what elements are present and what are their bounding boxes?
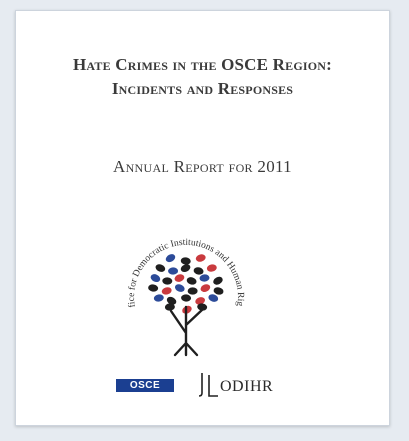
emblem-figure-mark [150,274,161,283]
odihr-mark-icon [198,373,218,397]
emblem-figure-mark [161,287,172,295]
emblem-figure-mark [195,297,206,305]
report-title-line-2: Incidents and Responses [111,79,294,98]
emblem-figure-mark [155,264,166,272]
emblem-figure-mark [166,296,177,305]
emblem-figure-mark [174,284,185,292]
odihr-emblem-logo: Office for Democratic Institutions and H… [111,215,245,357]
report-title: Hate Crimes in the OSCE Region: Incident… [16,53,389,101]
emblem-figure-mark [180,264,191,272]
emblem-figure-mark [165,254,176,263]
emblem-tree-marks [148,254,224,314]
emblem-figure-mark [195,254,206,262]
emblem-arc-text: Office for Democratic Institutions and H… [111,215,245,308]
emblem-figure-mark [187,287,198,295]
emblem-figure-mark [197,303,208,311]
emblem-figure-mark [206,264,217,272]
emblem-tree-trunk [169,305,205,357]
emblem-figure-mark [181,294,192,302]
emblem-figure-mark [208,294,219,302]
emblem-figure-mark [162,277,173,285]
emblem-figure-mark [174,274,185,282]
emblem-figure-mark [180,257,191,265]
osce-logo: OSCE [116,379,174,392]
report-subtitle: Annual Report for 2011 [113,157,292,176]
emblem-figure-mark [213,276,223,285]
emblem-figure-mark [200,284,211,292]
logo-bar: OSCE ODIHR [116,373,306,399]
emblem-figure-mark [148,284,159,292]
emblem-arc-text-path: Office for Democratic Institutions and H… [111,215,245,308]
emblem-figure-mark [168,267,179,275]
emblem-figure-mark [193,267,204,275]
report-title-line-1: Hate Crimes in the OSCE Region: [73,55,332,74]
emblem-figure-mark [186,277,197,285]
emblem-figure-mark [213,287,224,295]
emblem-figure-mark [164,303,175,311]
odihr-logo-text: ODIHR [220,378,274,395]
emblem-figure-mark [153,294,164,302]
report-cover: Hate Crimes in the OSCE Region: Incident… [15,10,390,426]
emblem-figure-mark [199,274,210,282]
